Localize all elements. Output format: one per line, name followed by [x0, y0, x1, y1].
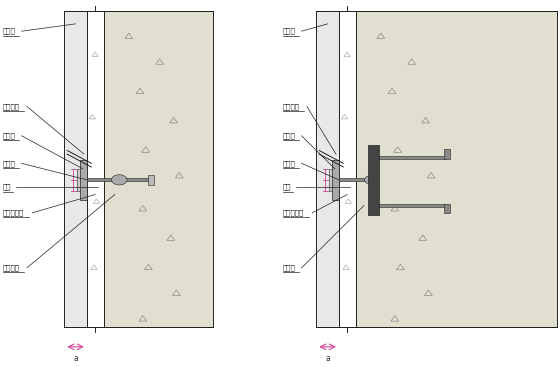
Bar	[444, 149, 450, 159]
Bar	[356, 11, 557, 327]
Bar	[64, 11, 87, 327]
Text: 不锈钔针: 不锈钔针	[283, 103, 300, 110]
Text: 大理石: 大理石	[3, 28, 16, 34]
Text: 耐候胶: 耐候胶	[283, 160, 296, 167]
Bar	[332, 160, 339, 200]
Circle shape	[365, 175, 378, 184]
Bar	[339, 178, 371, 181]
Text: 不锈钔针: 不锈钔针	[3, 103, 20, 110]
Bar	[379, 156, 446, 159]
Text: 大理石: 大理石	[283, 28, 296, 34]
Bar	[444, 204, 450, 213]
Circle shape	[111, 175, 127, 185]
Text: a: a	[73, 354, 78, 363]
Bar	[87, 11, 104, 327]
Text: 膚胀螺栋: 膚胀螺栋	[3, 265, 20, 271]
Bar	[316, 11, 339, 327]
Text: a: a	[325, 354, 330, 363]
Text: 预置件: 预置件	[283, 265, 296, 271]
Text: 耧栓: 耧栓	[283, 184, 291, 190]
Text: 泡零条: 泡零条	[3, 132, 16, 139]
Bar	[379, 204, 446, 207]
Bar	[368, 145, 379, 215]
Bar	[80, 160, 87, 200]
Bar	[148, 175, 154, 185]
Bar	[329, 169, 332, 191]
Text: 泡零条: 泡零条	[283, 132, 296, 139]
Bar	[77, 169, 80, 191]
Bar	[104, 11, 213, 327]
Bar	[87, 178, 151, 181]
Text: 耧栓: 耧栓	[3, 184, 11, 190]
Bar	[339, 11, 356, 327]
Text: 镀锌板支架: 镀锌板支架	[283, 210, 304, 216]
Text: 耐候胶: 耐候胶	[3, 160, 16, 167]
Text: 镀锌板支架: 镀锌板支架	[3, 210, 24, 216]
